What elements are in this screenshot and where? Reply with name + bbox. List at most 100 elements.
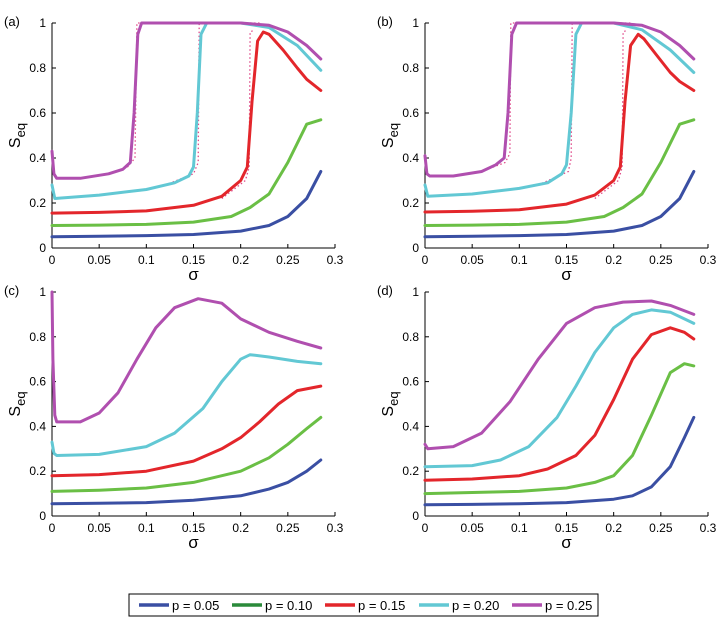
y-tick-label: 1 [412,16,419,30]
series-line-p-0-20 [423,308,696,469]
x-tick-label: 0 [422,253,429,267]
y-axis-label-main: S [7,406,24,417]
y-axis-label-sub: eq [13,391,28,405]
series-line-p-0-25 [50,290,323,424]
x-tick-label: 0.15 [182,253,206,267]
y-tick-label: 0.2 [29,196,46,210]
y-tick-label: 0.6 [402,375,419,389]
x-axis-label: σ [188,533,199,552]
series-line-p-0-25 [423,299,696,451]
y-tick-label: 0.2 [29,464,46,478]
x-tick-label: 0.2 [232,521,249,535]
y-axis-label-main: S [380,137,397,148]
series-line-p-0-10 [50,415,323,493]
y-tick-label: 0 [412,241,419,255]
y-tick-label: 0.2 [402,464,419,478]
x-tick-label: 0.2 [232,253,249,267]
y-tick-label: 0.8 [402,61,419,75]
panel-a: 0 0.05 0.1 0.15 0.2 0.25 0.3 0 0.2 0.4 0.6 0.8 1 (a) S… [4,14,344,284]
panel-label: (b) [377,14,393,29]
y-tick-label: 0.8 [402,330,419,344]
y-axis-label-sub: eq [386,123,401,137]
legend-label-p005: p = 0.05 [172,598,219,613]
y-tick-label: 0.4 [402,419,419,433]
panel-label: (a) [4,14,20,29]
series-line-p-0-10 [423,362,696,496]
x-tick-label: 0.1 [138,253,155,267]
y-tick-label: 0.8 [29,61,46,75]
series-line-p-0-05 [423,170,696,239]
series-line-p-0-15 [50,384,323,478]
x-tick-label: 0.1 [138,521,155,535]
y-axis-label: Seq [7,123,28,148]
y-tick-label: 0 [39,509,46,523]
y-tick-label: 1 [39,285,46,299]
x-tick-label: 0.05 [87,521,111,535]
y-tick-label: 1 [412,285,419,299]
x-axis-label: σ [561,533,572,552]
y-tick-label: 0.6 [402,106,419,120]
series-line-p-0-05 [50,170,323,239]
series-line-p-0-20 [423,21,696,198]
x-tick-label: 0.3 [327,521,344,535]
y-axis-label-main: S [380,406,397,417]
x-tick-label: 0.25 [649,253,673,267]
x-tick-label: 0.15 [555,521,579,535]
x-tick-label: 0.3 [700,521,717,535]
x-tick-label: 0.1 [511,253,528,267]
y-axis-label-main: S [7,137,24,148]
y-axis-label: Seq [380,391,401,416]
y-tick-label: 0.6 [29,375,46,389]
x-tick-label: 0 [422,521,429,535]
x-tick-label: 0.3 [327,253,344,267]
legend-label-p015: p = 0.15 [358,598,405,613]
y-tick-label: 1 [39,16,46,30]
panel-label: (d) [377,283,393,298]
dotted-reference-line [221,29,256,200]
x-tick-label: 0.25 [276,521,300,535]
series-line-p-0-05 [50,458,323,506]
series-line-p-0-20 [50,353,323,457]
x-tick-label: 0.1 [511,521,528,535]
x-tick-label: 0.25 [649,521,673,535]
legend-label-p010: p = 0.10 [265,598,312,613]
legend: p = 0.05 p = 0.10 p = 0.15 p = 0.20 p = … [128,593,599,617]
series-line-p-0-05 [423,415,696,507]
series-line-p-0-15 [423,32,696,214]
panel-c: 0 0.05 0.1 0.15 0.2 0.25 0.3 0 0.2 0.4 0.6 0.8 1 (c) S… [4,283,344,552]
x-tick-label: 0.2 [605,521,622,535]
series-line-p-0-15 [50,30,323,215]
series-line-p-0-10 [50,118,323,227]
y-axis-label: Seq [380,123,401,148]
x-tick-label: 0 [49,253,56,267]
x-tick-label: 0.05 [460,521,484,535]
y-tick-label: 0.4 [29,151,46,165]
y-tick-label: 0.4 [29,419,46,433]
y-tick-label: 0 [412,509,419,523]
dotted-reference-line [164,22,241,186]
panel-d: 0 0.05 0.1 0.15 0.2 0.25 0.3 0 0.2 0.4 0.6 0.8 1 (d) S… [377,283,717,552]
series-line-p-0-25 [50,21,323,180]
panel-label: (c) [4,283,19,298]
legend-label-p025: p = 0.25 [545,598,592,613]
series-line-p-0-15 [423,326,696,482]
y-tick-label: 0.2 [402,196,419,210]
series-line-p-0-10 [423,118,696,227]
legend-box [128,593,599,617]
y-tick-label: 0.6 [29,106,46,120]
series-line-p-0-25 [423,21,696,178]
x-tick-label: 0.15 [182,521,206,535]
y-tick-label: 0.8 [29,330,46,344]
x-tick-label: 0.15 [555,253,579,267]
x-tick-label: 0.3 [700,253,717,267]
y-tick-label: 0.4 [402,151,419,165]
x-tick-label: 0.05 [87,253,111,267]
x-axis-label: σ [561,265,572,284]
x-tick-label: 0.05 [460,253,484,267]
x-axis-label: σ [188,265,199,284]
panel-b: 0 0.05 0.1 0.15 0.2 0.25 0.3 0 0.2 0.4 0.6 0.8 1 (b) S… [377,14,717,284]
x-tick-label: 0.25 [276,253,300,267]
dotted-reference-line [594,29,629,200]
y-axis-label-sub: eq [13,123,28,137]
